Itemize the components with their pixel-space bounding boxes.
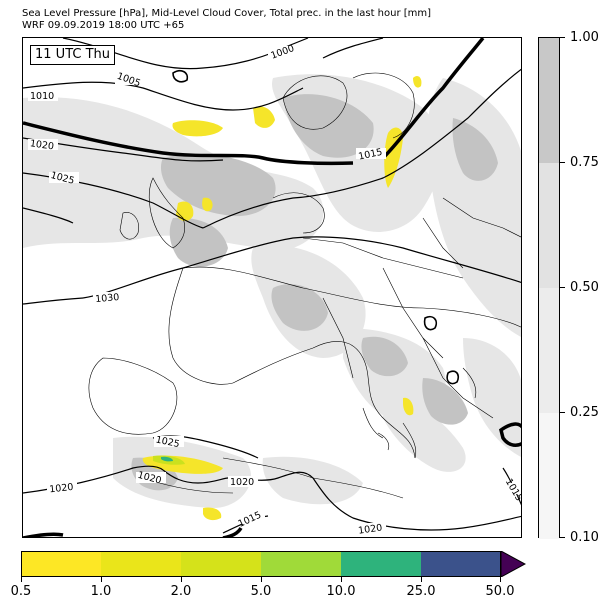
title-line-2: WRF 09.09.2019 18:00 UTC +65 xyxy=(22,20,185,31)
precip-seg-2 xyxy=(101,551,181,577)
precipitation xyxy=(142,75,422,521)
precip-seg-6 xyxy=(421,551,501,577)
contour-label: 1020 xyxy=(358,522,383,536)
cloud-tick-label: 0.25 xyxy=(570,405,599,420)
contour-label: 1025 xyxy=(155,434,181,450)
contour-label: 1020 xyxy=(29,138,54,152)
map-svg: 1000 1005 1010 1020 1025 1015 1030 1025 … xyxy=(23,38,521,537)
precip-seg-5 xyxy=(341,551,421,577)
contour-label: 1030 xyxy=(95,292,120,305)
weather-map: 1000 1005 1010 1020 1025 1015 1030 1025 … xyxy=(22,37,522,538)
cloud-band-4 xyxy=(539,413,559,539)
time-badge: 11 UTC Thu xyxy=(30,45,115,65)
cloud-tick-label: 0.50 xyxy=(570,280,599,295)
precip-tick xyxy=(21,577,22,582)
cloud-band-3 xyxy=(539,288,559,413)
cloud-tick xyxy=(560,37,565,38)
precip-tick xyxy=(500,577,501,582)
contour-label: 1000 xyxy=(269,43,295,62)
contour-label: 1020 xyxy=(49,482,74,495)
precip-seg-1 xyxy=(21,551,101,577)
cloud-band-2 xyxy=(539,163,559,288)
precip-tick xyxy=(101,577,102,582)
precip-tick-label: 10.0 xyxy=(326,584,356,599)
cloud-tick xyxy=(560,287,565,288)
thick-isobar xyxy=(23,38,521,537)
precip-tick xyxy=(421,577,422,582)
title-line-1: Sea Level Pressure [hPa], Mid-Level Clou… xyxy=(22,8,432,19)
precip-tick-label: 1.0 xyxy=(90,584,112,599)
contour-label: 1010 xyxy=(30,91,54,102)
cloud-cover-dark xyxy=(131,94,498,491)
precip-tick-label: 2.0 xyxy=(170,584,192,599)
contour-label: 1015 xyxy=(357,147,383,163)
precip-seg-4 xyxy=(261,551,341,577)
precip-tick-label: 50.0 xyxy=(485,584,515,599)
precip-tick xyxy=(341,577,342,582)
precip-tick-label: 5.0 xyxy=(250,584,272,599)
precip-tick-label: 0.5 xyxy=(10,584,32,599)
precip-tick xyxy=(261,577,262,582)
cloud-tick xyxy=(560,537,565,538)
cloud-tick-label: 0.75 xyxy=(570,155,599,170)
cloud-tick-label: 1.00 xyxy=(570,30,599,45)
precip-seg-3 xyxy=(181,551,261,577)
precip-tick-label: 25.0 xyxy=(406,584,436,599)
cloud-tick-label: 0.10 xyxy=(570,530,599,545)
precip-colorbar xyxy=(21,551,501,577)
cloud-band-1 xyxy=(539,38,559,163)
cloud-tick xyxy=(560,412,565,413)
contour-label: 1005 xyxy=(115,71,141,90)
map-title: Sea Level Pressure [hPa], Mid-Level Clou… xyxy=(22,8,431,32)
cloud-tick xyxy=(560,162,565,163)
precip-extend-arrow xyxy=(501,551,526,577)
contour-label: 1020 xyxy=(230,477,254,488)
cloud-cover-colorbar xyxy=(538,37,560,539)
precip-tick xyxy=(181,577,182,582)
precip-colorbar-border xyxy=(21,551,501,577)
small-islands xyxy=(172,70,460,385)
contour-label: 1015 xyxy=(237,510,264,530)
coastlines-borders xyxy=(88,72,521,499)
